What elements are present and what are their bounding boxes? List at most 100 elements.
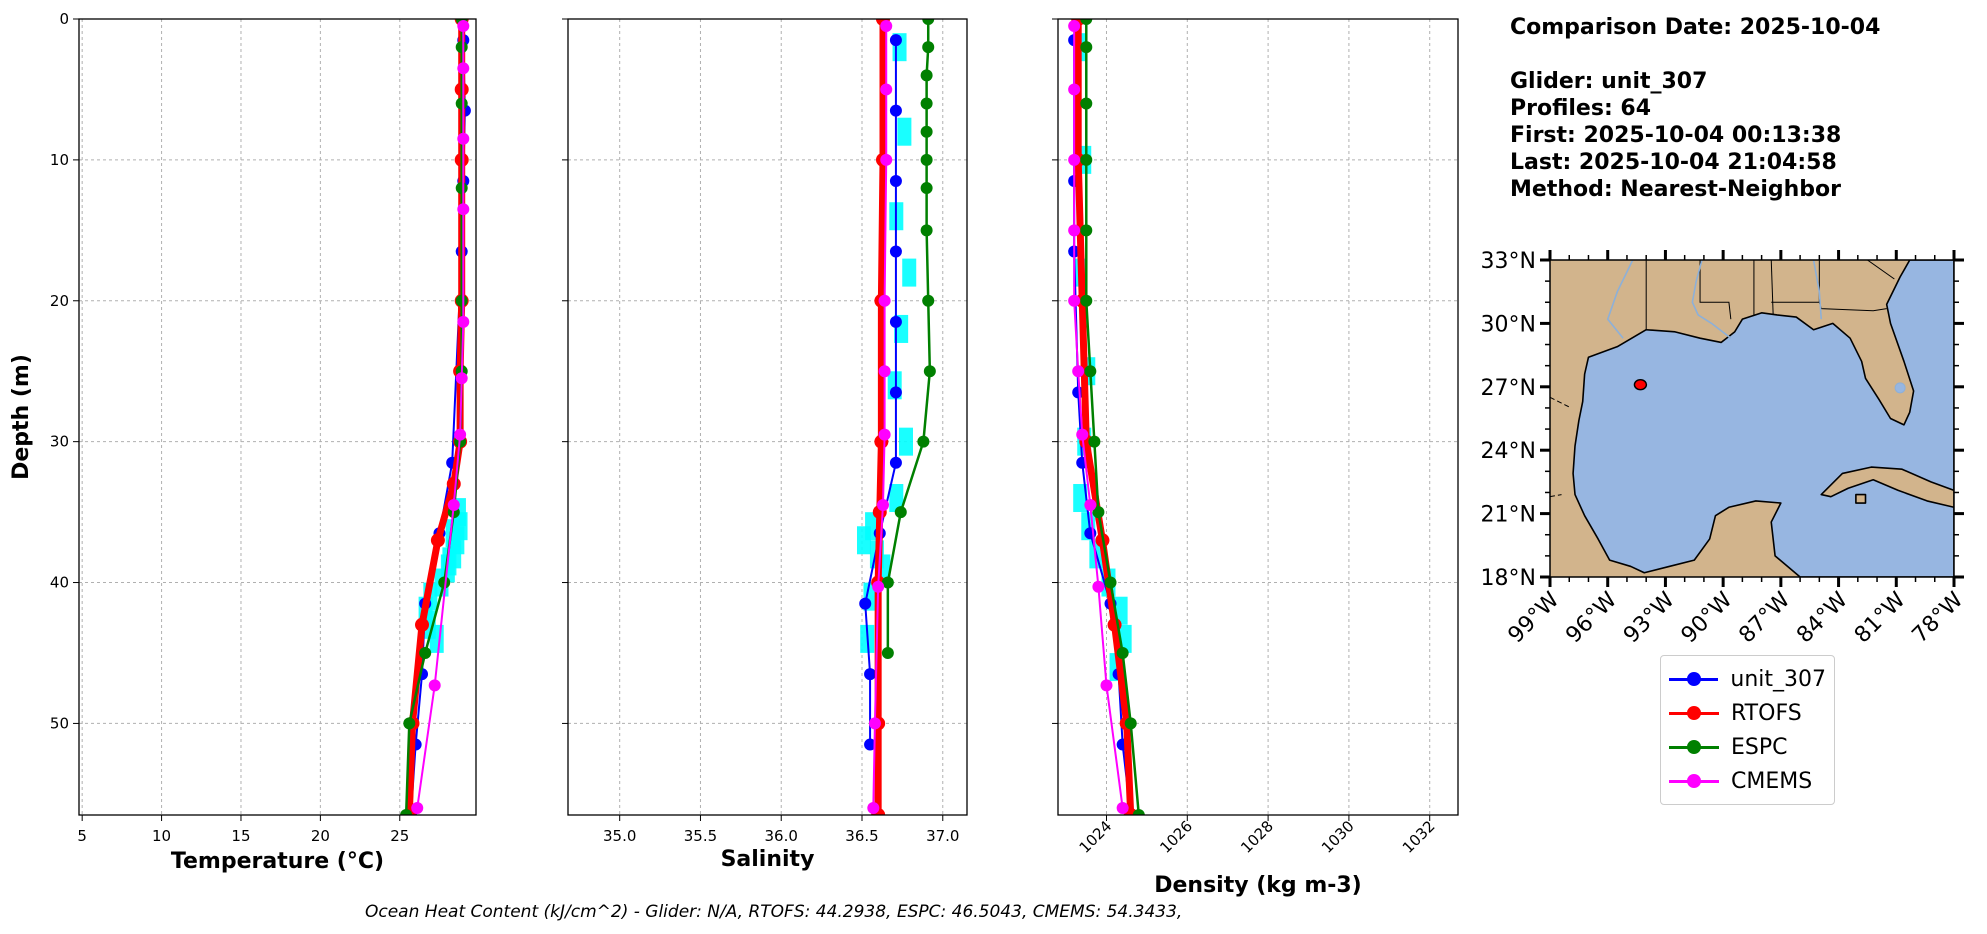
series-point-espc: [400, 809, 413, 815]
series-point-rtofs: [446, 476, 461, 491]
series-point-espc: [923, 365, 936, 378]
last-time: Last: 2025-10-04 21:04:58: [1510, 150, 1837, 175]
glider-scatter-point: [857, 526, 871, 555]
river-line: [1691, 260, 1732, 339]
legend-item-rtofs: RTOFS: [1669, 696, 1826, 730]
glider-scatter-point: [902, 258, 917, 287]
x-tick-label: 35.0: [603, 827, 636, 845]
series-point-cmems: [428, 679, 441, 692]
glider-name: Glider: unit_307: [1510, 69, 1708, 94]
series-point-espc: [455, 294, 468, 307]
x-axis-label: Salinity: [721, 847, 815, 872]
plot-frame: [78, 18, 477, 816]
river-line: [1812, 260, 1823, 320]
y-tick-label: 40: [50, 574, 69, 592]
series-point-cmems: [1100, 679, 1113, 692]
series-point-cmems: [880, 20, 893, 33]
x-tick-label: 36.5: [845, 827, 878, 845]
comparison-info: Comparison Date: 2025-10-04 Glider: unit…: [1510, 14, 1880, 203]
series-point-espc: [917, 435, 930, 448]
x-tick-label: 1032: [1399, 817, 1439, 857]
lat-tick-label: 18°N: [1481, 566, 1536, 591]
lake: [1894, 382, 1906, 394]
series-point-cmems: [454, 428, 467, 441]
plot-area: [1068, 19, 1145, 815]
plot-frame: [567, 18, 968, 816]
comparison-date: Comparison Date: 2025-10-04: [1510, 15, 1881, 40]
series-point-cmems: [457, 315, 470, 328]
series-point-cmems: [867, 801, 880, 814]
x-axis-label: Temperature (°C): [171, 849, 384, 874]
series-point-cmems: [878, 365, 891, 378]
profile-count: Profiles: 64: [1510, 96, 1652, 121]
series-point-unit_307: [864, 668, 877, 681]
river-line: [1606, 260, 1634, 339]
series-point-espc: [920, 224, 933, 237]
profile-panel-1: 5 10 15 20 25 0 10 20 30 40 50 Temperature (°C) Dept…: [9, 10, 477, 874]
series-point-espc: [922, 294, 935, 307]
plot-frame: [1057, 18, 1459, 816]
series-point-espc: [455, 41, 468, 54]
lon-tick-label: 96°W: [1561, 587, 1622, 648]
series-point-unit_307: [889, 315, 902, 328]
island-landmass: [1855, 493, 1867, 504]
series-point-espc: [1084, 365, 1097, 378]
series-point-cmems: [1116, 801, 1129, 814]
x-tick-label: 1030: [1318, 817, 1358, 857]
series-point-cmems: [872, 580, 885, 593]
series-point-cmems: [1072, 365, 1085, 378]
x-tick-label: 37.0: [926, 827, 959, 845]
glider-scatter-point: [899, 427, 913, 456]
series-point-espc: [1088, 435, 1101, 448]
series-point-espc: [881, 576, 894, 589]
series-point-espc: [1080, 19, 1093, 25]
legend-label: CMEMS: [1731, 768, 1813, 794]
x-tick-label: 35.5: [684, 827, 717, 845]
legend-swatch: [1669, 771, 1719, 791]
series-point-unit_307: [859, 597, 872, 610]
series-point-cmems: [1084, 499, 1097, 512]
legend-swatch: [1669, 669, 1719, 689]
y-tick-label: 0: [59, 10, 69, 28]
x-tick-label: 1024: [1076, 817, 1116, 857]
lon-tick-label: 90°W: [1677, 587, 1738, 648]
x-tick-label: 5: [77, 827, 87, 845]
lon-tick-label: 99°W: [1504, 587, 1565, 648]
lon-tick-label: 78°W: [1908, 587, 1969, 648]
series-point-espc: [1080, 294, 1093, 307]
series-point-cmems: [457, 62, 470, 75]
lon-tick-label: 93°W: [1619, 587, 1680, 648]
series-point-cmems: [1068, 153, 1081, 166]
series-point-cmems: [1068, 83, 1081, 96]
lat-tick-label: 24°N: [1481, 439, 1536, 464]
series-point-espc: [1080, 97, 1093, 110]
legend-item-cmems: CMEMS: [1669, 764, 1826, 798]
series-point-espc: [922, 19, 935, 25]
series-point-cmems: [1068, 224, 1081, 237]
series-point-cmems: [411, 801, 424, 814]
series-line-cmems: [416, 26, 465, 809]
series-point-cmems: [1068, 20, 1081, 33]
series-point-espc: [920, 153, 933, 166]
state-border: [1699, 260, 1732, 320]
series-point-unit_307: [889, 34, 902, 47]
plot-area: [400, 19, 471, 815]
series-line-espc: [1085, 19, 1141, 815]
series-point-espc: [920, 97, 933, 110]
state-border: [1867, 260, 1895, 280]
lon-tick-label: 87°W: [1734, 587, 1795, 648]
lat-tick-label: 30°N: [1481, 312, 1536, 337]
series-point-espc: [881, 646, 894, 659]
legend-item-glider: unit_307: [1669, 662, 1826, 696]
series-point-cmems: [447, 499, 460, 512]
lat-tick-label: 21°N: [1481, 503, 1536, 528]
lat-tick-label: 27°N: [1481, 376, 1536, 401]
series-point-espc: [920, 69, 933, 82]
series-point-espc: [403, 717, 416, 730]
series-point-unit_307: [889, 386, 902, 399]
series-point-espc: [1104, 576, 1117, 589]
x-tick-label: 15: [231, 827, 250, 845]
glider-scatter-point: [889, 484, 904, 513]
y-tick-label: 50: [50, 714, 69, 732]
series-point-cmems: [1068, 294, 1081, 307]
